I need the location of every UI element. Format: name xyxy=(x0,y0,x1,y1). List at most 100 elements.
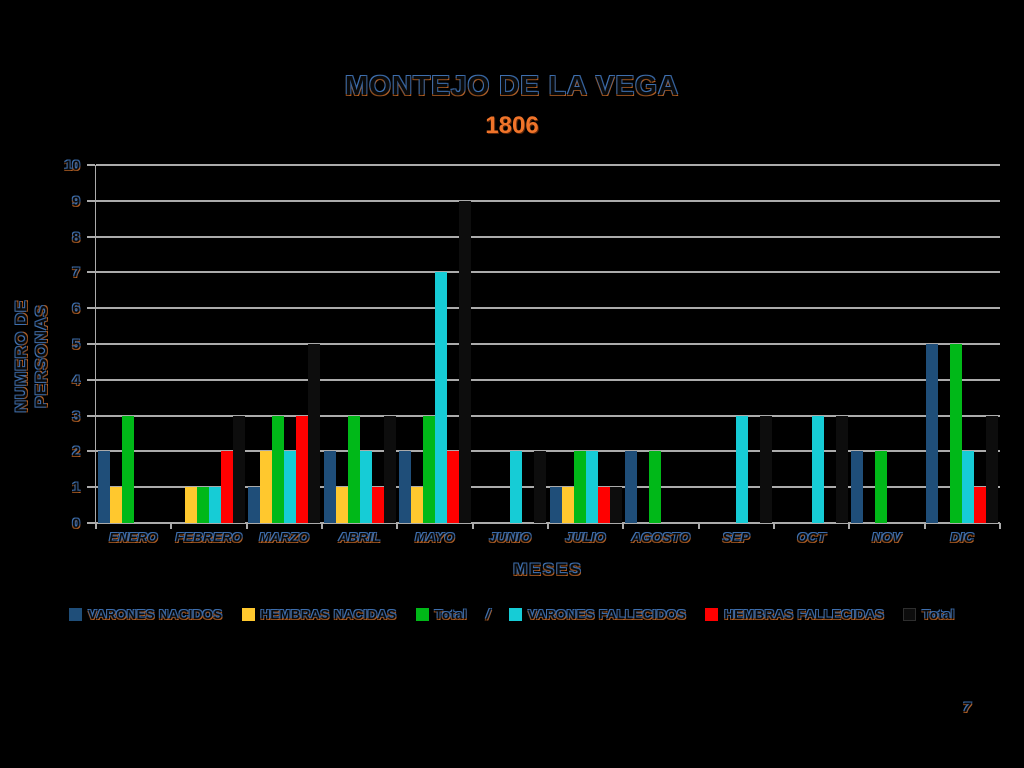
bar-total-marzo xyxy=(308,344,321,523)
legend-swatch-varones-fallecidos xyxy=(509,607,523,621)
gridline xyxy=(96,235,1000,238)
x-tick-label-agosto: AGOSTO xyxy=(631,530,691,545)
x-tick-mark xyxy=(547,523,549,529)
bar-hembras-nacidas-mayo xyxy=(411,487,423,523)
x-tick-mark xyxy=(396,523,399,529)
bar-hembras-fallecidas-febrero xyxy=(221,451,233,523)
bar-varones-nacidos-nov xyxy=(851,451,863,523)
x-tick-mark xyxy=(848,523,851,529)
bar-varones-fallecidos-febrero xyxy=(209,487,221,523)
x-tick-mark xyxy=(697,523,700,529)
bar-hembras-fallecidas-marzo xyxy=(296,415,309,523)
legend-label: Total xyxy=(434,606,468,622)
y-tick-label: 1 xyxy=(72,479,80,496)
chart-subtitle: 1806 xyxy=(485,112,539,139)
bar-varones-nacidos-abril xyxy=(323,451,336,523)
bar-total-febrero xyxy=(233,415,245,523)
bar-varones-nacidos-dic xyxy=(926,344,939,523)
y-tick-mark xyxy=(87,271,95,274)
y-tick-mark xyxy=(87,378,95,381)
x-tick-mark xyxy=(95,523,97,529)
y-tick-label: 4 xyxy=(72,371,80,388)
gridline xyxy=(96,414,1000,417)
legend-separator: / xyxy=(486,606,491,622)
y-tick-mark xyxy=(87,522,95,524)
y-tick-label: 2 xyxy=(72,443,80,460)
legend-label: HEMBRAS FALLECIDAS xyxy=(724,606,885,622)
bar-hembras-nacidas-julio xyxy=(561,487,574,523)
x-tick-label-sep: SEP xyxy=(722,530,751,545)
y-tick-label: 5 xyxy=(72,336,80,352)
bar-varones-fallecidos-dic xyxy=(962,451,975,523)
bar-total-marzo xyxy=(272,415,285,523)
bar-total-sep xyxy=(760,415,773,523)
y-tick-mark xyxy=(87,235,95,238)
bar-total-dic xyxy=(986,415,999,523)
bar-total-abril xyxy=(347,415,360,523)
legend-label: VARONES NACIDOS xyxy=(88,606,223,622)
bar-total-febrero xyxy=(197,487,209,523)
y-tick-mark xyxy=(87,199,95,202)
gridline xyxy=(96,450,1000,453)
bar-hembras-fallecidas-mayo xyxy=(447,451,459,523)
x-tick-label-dic: DIC xyxy=(950,530,975,545)
legend-item-total: Total xyxy=(903,607,955,622)
bar-varones-nacidos-enero xyxy=(97,451,110,523)
bar-total-mayo xyxy=(423,415,435,523)
x-tick-mark xyxy=(622,523,625,529)
x-tick-label-enero: ENERO xyxy=(109,530,159,545)
x-tick-label-nov: NOV xyxy=(872,530,902,545)
y-tick-mark xyxy=(87,164,95,166)
x-tick-mark xyxy=(170,523,173,529)
y-tick-label: 10 xyxy=(64,157,80,173)
y-tick-mark xyxy=(87,486,95,489)
bar-hembras-nacidas-febrero xyxy=(185,487,197,523)
bar-total-agosto xyxy=(649,451,661,523)
legend-swatch-total xyxy=(903,607,917,621)
page-number: 7 xyxy=(963,699,971,715)
gridline xyxy=(96,486,1000,489)
chart-title: MONTEJO DE LA VEGA xyxy=(344,70,680,101)
bar-varones-nacidos-julio xyxy=(549,487,562,523)
gridline xyxy=(96,307,1000,310)
legend-item-varones-nacidos: VARONES NACIDOS xyxy=(69,607,222,622)
x-tick-mark xyxy=(923,523,926,529)
y-tick-mark xyxy=(87,307,95,310)
bar-varones-fallecidos-oct xyxy=(811,415,824,523)
x-tick-label-febrero: FEBRERO xyxy=(175,530,243,545)
y-tick-mark xyxy=(87,343,95,345)
legend-item-varones-fallecidos: VARONES FALLECIDOS xyxy=(509,607,686,622)
y-tick-label: 9 xyxy=(72,192,80,209)
bar-varones-fallecidos-abril xyxy=(359,451,372,523)
x-tick-label-abril: ABRIL xyxy=(338,530,381,545)
x-tick-mark xyxy=(773,523,775,529)
y-tick-mark xyxy=(87,414,95,417)
gridline xyxy=(96,343,1000,345)
bar-hembras-nacidas-marzo xyxy=(260,451,273,523)
bar-total-julio xyxy=(609,487,622,523)
bar-varones-fallecidos-marzo xyxy=(284,451,297,523)
gridline xyxy=(96,271,1000,274)
y-tick-label: 8 xyxy=(72,228,80,245)
bar-hembras-fallecidas-dic xyxy=(974,487,987,523)
bar-hembras-fallecidas-julio xyxy=(597,487,610,523)
bar-varones-fallecidos-julio xyxy=(585,451,598,523)
bar-varones-nacidos-mayo xyxy=(399,451,411,523)
x-tick-mark xyxy=(245,523,248,529)
gridline xyxy=(96,164,1000,166)
legend-label: Total xyxy=(922,606,955,622)
legend-swatch-total xyxy=(415,607,429,621)
x-tick-label-junio: JUNIO xyxy=(489,530,532,545)
y-tick-mark xyxy=(87,450,95,453)
legend-swatch-varones-nacidos xyxy=(69,607,83,621)
legend-swatch-hembras-fallecidas xyxy=(705,607,719,621)
bar-total-abril xyxy=(383,415,396,523)
bar-total-dic xyxy=(950,344,963,523)
bar-total-junio xyxy=(534,451,547,523)
legend: VARONES NACIDOS HEMBRAS NACIDAS Total / VARO… xyxy=(0,606,1024,622)
bar-hembras-nacidas-enero xyxy=(109,487,122,523)
gridline xyxy=(96,378,1000,381)
legend-swatch-hembras-nacidas xyxy=(241,607,255,621)
bar-total-oct xyxy=(835,415,848,523)
y-tick-label: 6 xyxy=(72,300,80,317)
